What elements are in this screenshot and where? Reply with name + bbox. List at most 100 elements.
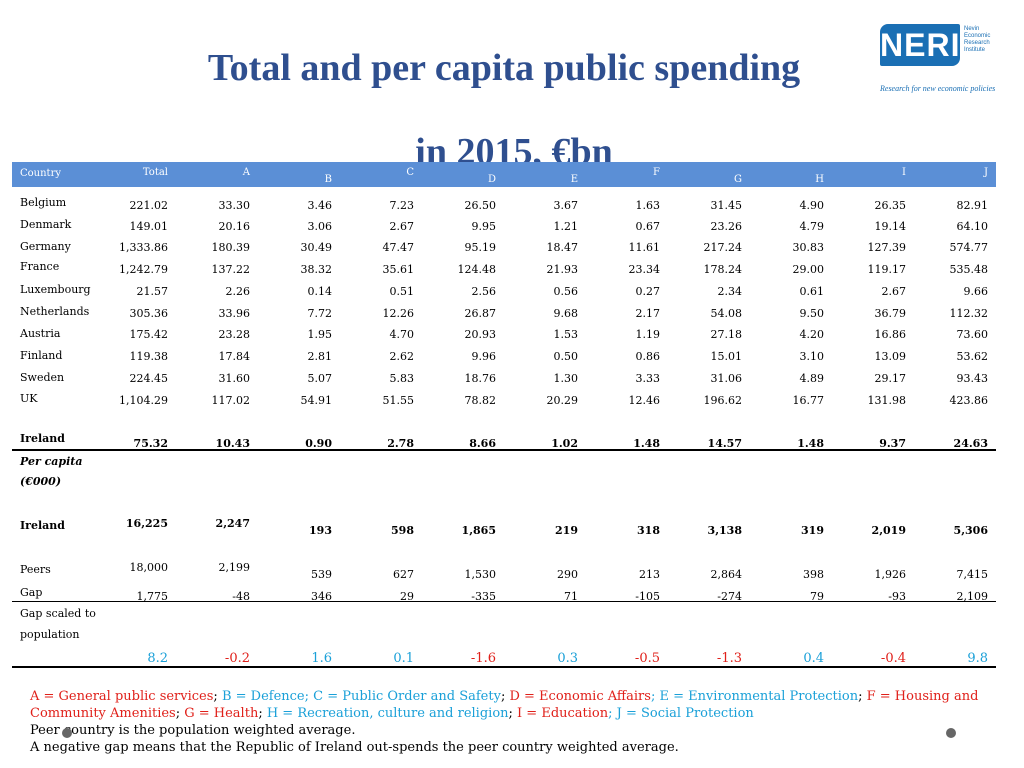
header-country: Country <box>20 168 62 179</box>
table-cell: 26.50 <box>464 199 497 212</box>
gap-cell: -48 <box>232 590 250 603</box>
legend-segment: I = Education <box>517 706 609 721</box>
table-cell: 64.10 <box>956 220 989 233</box>
table-cell: 20.93 <box>464 328 497 341</box>
peers-cell: 18,000 <box>129 561 169 574</box>
table-cell: 17.84 <box>218 350 251 363</box>
ireland-total-cell: 24.63 <box>953 437 988 450</box>
table-cell: 73.60 <box>956 328 989 341</box>
table-cell: 2.62 <box>389 350 415 363</box>
table-cell: 27.18 <box>710 328 743 341</box>
legend-segment: G = Health <box>184 706 259 721</box>
legend-segment: ; <box>608 706 617 721</box>
table-cell: 2.67 <box>389 220 415 233</box>
gap-cell: 29 <box>400 590 414 603</box>
footnote-legend: A = General public services; B = Defence… <box>30 688 1010 722</box>
table-cell: 0.56 <box>553 285 579 298</box>
table-cell: 4.89 <box>799 372 825 385</box>
table-cell: 93.43 <box>956 372 989 385</box>
ireland-total-cell: 1.02 <box>551 437 578 450</box>
table-header: Country Total A B C D E F G H I J <box>12 162 996 187</box>
row-label: Per capita <box>20 455 83 468</box>
ireland-per-capita-cell: 2,019 <box>871 524 906 537</box>
table-cell: 112.32 <box>949 307 989 320</box>
table-cell: 95.19 <box>464 241 497 254</box>
ireland-per-capita-cell: 319 <box>801 524 824 537</box>
row-label: Finland <box>20 349 63 362</box>
ireland-per-capita-cell: 1,865 <box>461 524 496 537</box>
table-cell: 16.77 <box>792 394 825 407</box>
table-cell: 3.67 <box>553 199 579 212</box>
legend-segment: ; <box>258 706 267 721</box>
table-cell: 0.14 <box>307 285 333 298</box>
table-cell: 0.50 <box>553 350 579 363</box>
neri-logo: NERI Nevin Economic Research Institute R… <box>880 24 1015 94</box>
header-c: C <box>406 167 414 178</box>
peers-cell: 627 <box>393 568 414 581</box>
table-cell: 82.91 <box>956 199 989 212</box>
table-cell: 217.24 <box>703 241 743 254</box>
table-cell: 2.26 <box>225 285 251 298</box>
header-f: F <box>653 167 660 178</box>
row-label: Gap <box>20 586 43 599</box>
table-cell: 51.55 <box>382 394 415 407</box>
gap-cell: 79 <box>810 590 824 603</box>
table-cell: 119.38 <box>129 350 169 363</box>
peers-cell: 2,199 <box>218 561 251 574</box>
ireland-total-cell: 8.66 <box>469 437 496 450</box>
table-cell: 21.57 <box>136 285 169 298</box>
peers-cell: 2,864 <box>710 568 743 581</box>
table-rule <box>12 601 996 602</box>
peers-cell: 213 <box>639 568 660 581</box>
table-cell: 137.22 <box>211 263 251 276</box>
table-cell: 9.95 <box>471 220 497 233</box>
gap-cell: 71 <box>564 590 578 603</box>
row-label: Belgium <box>20 196 67 209</box>
table-cell: 36.79 <box>874 307 907 320</box>
table-cell: 29.00 <box>792 263 825 276</box>
table-cell: 7.72 <box>307 307 333 320</box>
table-cell: 2.56 <box>471 285 497 298</box>
table-cell: 1,104.29 <box>119 394 168 407</box>
table-cell: 18.76 <box>464 372 497 385</box>
gap-cell: 2,109 <box>956 590 989 603</box>
table-cell: 54.08 <box>710 307 743 320</box>
ireland-per-capita-cell: 219 <box>555 524 578 537</box>
table-cell: 18.47 <box>546 241 579 254</box>
table-rule <box>12 666 996 668</box>
gap-scaled-cell: 9.8 <box>967 651 988 666</box>
table-cell: 11.61 <box>628 241 661 254</box>
table-cell: 224.45 <box>129 372 169 385</box>
table-cell: 2.34 <box>717 285 743 298</box>
legend-segment: A = General public services <box>30 689 214 704</box>
table-cell: 9.66 <box>963 285 989 298</box>
header-g: G <box>734 174 742 185</box>
table-cell: 117.02 <box>211 394 251 407</box>
row-label: Denmark <box>20 218 72 231</box>
header-total: Total <box>142 167 168 178</box>
gap-scaled-cell: 0.3 <box>557 651 578 666</box>
legend-segment: ; <box>858 689 867 704</box>
row-label: France <box>20 260 60 273</box>
gap-scaled-cell: -0.4 <box>880 651 906 666</box>
table-cell: 12.26 <box>382 307 415 320</box>
gap-cell: 1,775 <box>136 590 169 603</box>
table-cell: 131.98 <box>867 394 907 407</box>
table-rule <box>12 449 996 451</box>
table-cell: 35.61 <box>382 263 415 276</box>
peers-cell: 290 <box>557 568 578 581</box>
table-cell: 180.39 <box>211 241 251 254</box>
table-cell: 12.46 <box>628 394 661 407</box>
logo-institute-word: Institute <box>964 47 986 53</box>
table-cell: 423.86 <box>949 394 989 407</box>
legend-segment: ; <box>213 689 222 704</box>
table-cell: 535.48 <box>949 263 989 276</box>
table-cell: 2.17 <box>635 307 661 320</box>
ireland-per-capita-cell: 318 <box>637 524 660 537</box>
legend-segment: D = Economic Affairs <box>509 689 651 704</box>
table-cell: 20.29 <box>546 394 579 407</box>
ireland-per-capita-cell: 2,247 <box>215 517 250 530</box>
table-cell: 221.02 <box>129 199 169 212</box>
gap-scaled-cell: 8.2 <box>147 651 168 666</box>
gap-cell: -274 <box>717 590 742 603</box>
